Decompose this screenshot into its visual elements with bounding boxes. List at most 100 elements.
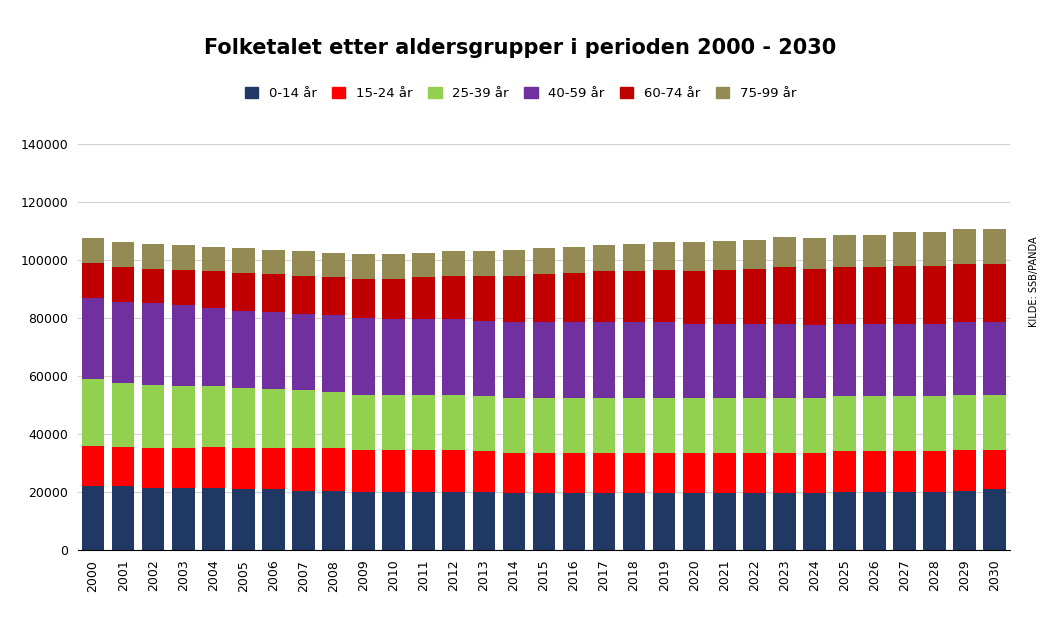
- Bar: [743, 398, 765, 452]
- Bar: [893, 232, 916, 266]
- Bar: [533, 452, 555, 493]
- Bar: [142, 303, 164, 384]
- Bar: [111, 447, 134, 486]
- Bar: [503, 322, 525, 398]
- Bar: [172, 305, 195, 386]
- Bar: [743, 324, 765, 398]
- Bar: [923, 266, 946, 324]
- Bar: [984, 489, 1006, 550]
- Bar: [863, 492, 886, 550]
- Bar: [473, 321, 496, 396]
- Bar: [442, 395, 465, 450]
- Bar: [954, 264, 976, 322]
- Bar: [202, 447, 225, 488]
- Bar: [893, 451, 916, 492]
- Bar: [202, 247, 225, 271]
- Bar: [773, 237, 795, 267]
- Bar: [923, 492, 946, 550]
- Bar: [592, 452, 615, 493]
- Bar: [804, 269, 826, 325]
- Bar: [232, 489, 255, 550]
- Bar: [653, 270, 676, 322]
- Bar: [142, 269, 164, 303]
- Bar: [323, 253, 345, 278]
- Bar: [323, 315, 345, 392]
- Bar: [923, 451, 946, 492]
- Bar: [382, 492, 405, 550]
- Bar: [713, 398, 736, 452]
- Bar: [232, 273, 255, 311]
- Bar: [442, 492, 465, 550]
- Bar: [412, 450, 435, 492]
- Bar: [954, 450, 976, 491]
- Bar: [262, 249, 284, 274]
- Bar: [743, 493, 765, 550]
- Bar: [293, 491, 314, 550]
- Bar: [533, 493, 555, 550]
- Bar: [352, 492, 375, 550]
- Bar: [202, 308, 225, 386]
- Bar: [984, 264, 1006, 322]
- Bar: [323, 449, 345, 491]
- Bar: [111, 383, 134, 447]
- Bar: [172, 270, 195, 305]
- Bar: [863, 235, 886, 267]
- Bar: [172, 386, 195, 449]
- Bar: [142, 488, 164, 550]
- Bar: [82, 446, 104, 486]
- Bar: [954, 395, 976, 450]
- Bar: [833, 235, 856, 267]
- Bar: [262, 274, 284, 312]
- Bar: [653, 398, 676, 452]
- Bar: [111, 242, 134, 267]
- Bar: [262, 489, 284, 550]
- Bar: [323, 491, 345, 550]
- Bar: [352, 254, 375, 279]
- Bar: [563, 493, 585, 550]
- Bar: [592, 398, 615, 452]
- Bar: [653, 322, 676, 398]
- Bar: [863, 324, 886, 396]
- Bar: [382, 279, 405, 319]
- Bar: [863, 451, 886, 492]
- Bar: [293, 251, 314, 276]
- Bar: [382, 395, 405, 450]
- Bar: [804, 398, 826, 452]
- Bar: [442, 450, 465, 492]
- Bar: [833, 451, 856, 492]
- Bar: [683, 493, 706, 550]
- Bar: [232, 449, 255, 489]
- Bar: [713, 452, 736, 493]
- Bar: [893, 266, 916, 324]
- Bar: [804, 452, 826, 493]
- Bar: [412, 492, 435, 550]
- Bar: [533, 248, 555, 274]
- Bar: [923, 396, 946, 451]
- Bar: [473, 251, 496, 276]
- Text: KILDE: SSB/PANDA: KILDE: SSB/PANDA: [1029, 236, 1039, 326]
- Bar: [563, 452, 585, 493]
- Bar: [293, 449, 314, 491]
- Bar: [412, 253, 435, 278]
- Bar: [804, 493, 826, 550]
- Bar: [623, 398, 645, 452]
- Bar: [863, 396, 886, 451]
- Bar: [984, 395, 1006, 450]
- Bar: [442, 276, 465, 319]
- Bar: [563, 322, 585, 398]
- Bar: [683, 242, 706, 271]
- Bar: [833, 324, 856, 396]
- Bar: [293, 314, 314, 391]
- Bar: [923, 324, 946, 396]
- Bar: [533, 398, 555, 452]
- Bar: [773, 493, 795, 550]
- Bar: [984, 229, 1006, 264]
- Bar: [142, 244, 164, 269]
- Bar: [984, 322, 1006, 395]
- Bar: [82, 298, 104, 379]
- Bar: [352, 450, 375, 492]
- Bar: [984, 450, 1006, 489]
- Bar: [262, 312, 284, 389]
- Bar: [111, 302, 134, 383]
- Bar: [323, 392, 345, 449]
